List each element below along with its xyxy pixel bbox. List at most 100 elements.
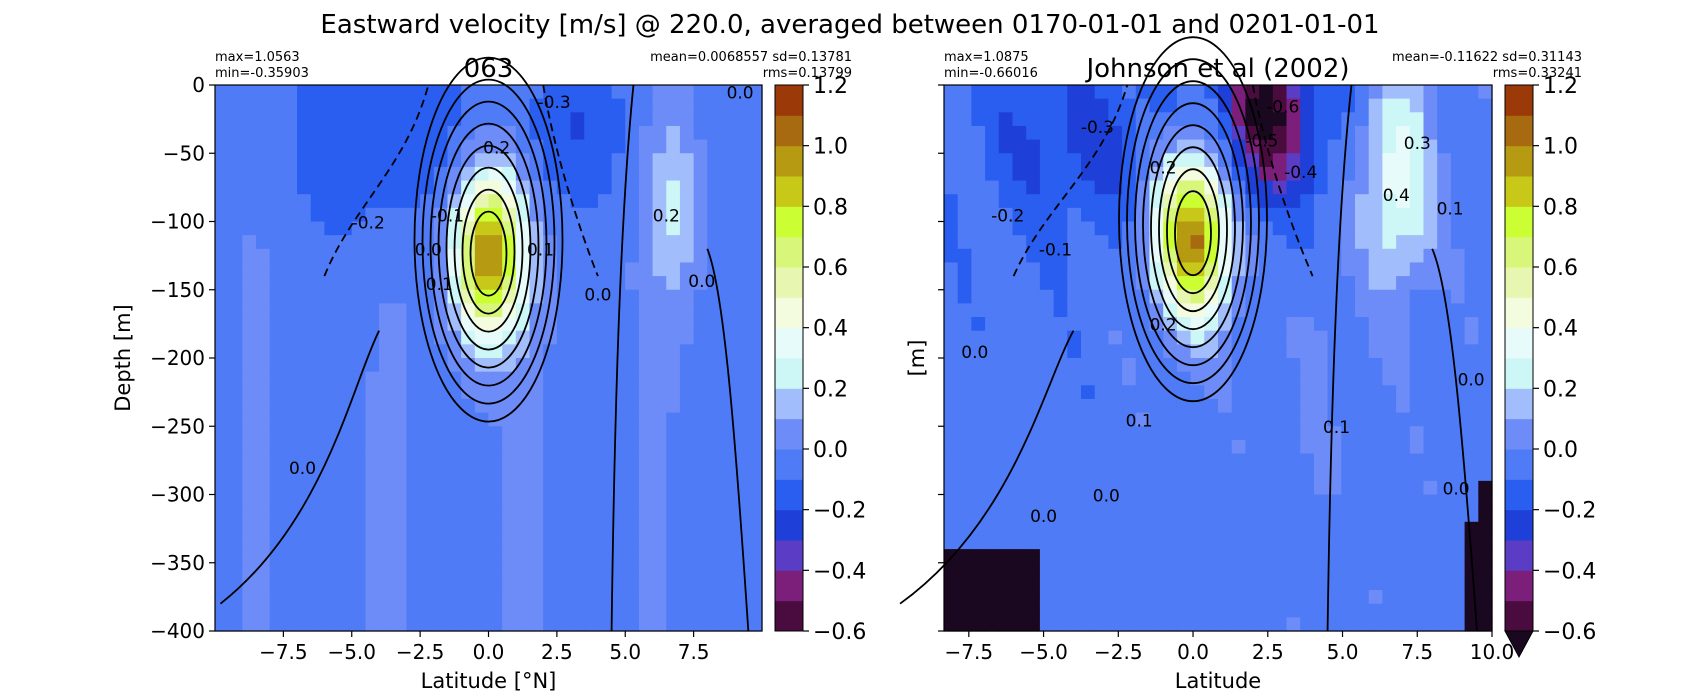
heatmap-cell (1423, 344, 1438, 359)
heatmap-cell (1176, 221, 1192, 236)
heatmap-cell (625, 371, 640, 386)
heatmap-cell (269, 276, 284, 291)
heatmap-cell (570, 303, 585, 318)
heatmap-cell (310, 603, 326, 618)
contour-label: 0.0 (688, 272, 715, 292)
heatmap-cell (556, 412, 572, 427)
heatmap-cell (957, 549, 972, 564)
heatmap-cell (1368, 385, 1383, 400)
heatmap-cell (1067, 562, 1082, 577)
heatmap-cell (707, 235, 722, 250)
contour-line (1431, 248, 1478, 632)
heatmap-cell (365, 180, 380, 195)
heatmap-cell (1176, 562, 1192, 577)
heatmap-cell (985, 562, 1000, 577)
heatmap-cell (515, 590, 531, 605)
heatmap-cell (1122, 562, 1137, 577)
heatmap-cell (584, 317, 599, 332)
heatmap-cell (1149, 467, 1164, 482)
heatmap-cell (461, 426, 476, 441)
heatmap-cell (406, 371, 421, 386)
heatmap-cell (1464, 371, 1479, 386)
heatmap-cell (474, 221, 490, 236)
heatmap-cell (379, 153, 394, 168)
heatmap-cell (269, 303, 284, 318)
heatmap-cell (1464, 221, 1479, 236)
heatmap-cell (488, 358, 503, 373)
heatmap-cell (1396, 235, 1411, 250)
heatmap-cell (1245, 412, 1260, 427)
heatmap-cell (310, 398, 326, 414)
heatmap-cell (543, 617, 558, 632)
heatmap-cell (1423, 125, 1438, 141)
heatmap-cell (957, 358, 972, 373)
heatmap-cell (1122, 235, 1137, 250)
colorbar-segment (1505, 479, 1533, 511)
heatmap-cell (1081, 289, 1096, 304)
heatmap-cell (283, 439, 298, 455)
heatmap-cell (543, 535, 558, 550)
heatmap-cell (420, 426, 435, 441)
heatmap-cell (1204, 358, 1219, 373)
heatmap-cell (1176, 521, 1192, 537)
heatmap-cell (1382, 289, 1397, 304)
heatmap-cell (488, 562, 503, 577)
heatmap-cell (1464, 139, 1479, 154)
heatmap-cell (1272, 344, 1288, 359)
heatmap-cell (720, 139, 736, 154)
heatmap-cell (502, 398, 517, 414)
heatmap-cell (597, 289, 613, 304)
heatmap-cell (1368, 330, 1383, 345)
heatmap-cell (215, 112, 230, 127)
heatmap-cell (461, 480, 476, 496)
heatmap-cell (957, 235, 972, 250)
heatmap-cell (1176, 289, 1192, 304)
heatmap-cell (957, 617, 972, 632)
heatmap-cell (679, 330, 695, 345)
heatmap-cell (283, 153, 298, 168)
heatmap-cell (1176, 139, 1192, 154)
heatmap-cell (748, 98, 763, 113)
heatmap-cell (652, 453, 667, 468)
heatmap-cell (957, 508, 972, 523)
heatmap-cell (1163, 576, 1178, 591)
y-tick-label: −50 (163, 141, 205, 165)
heatmap-cell (1464, 535, 1479, 550)
heatmap-cell (1300, 453, 1315, 468)
heatmap-cell (529, 385, 544, 400)
heatmap-cell (985, 166, 1000, 182)
heatmap-cell (638, 603, 654, 618)
heatmap-cell (310, 317, 326, 332)
heatmap-cell (1190, 112, 1205, 127)
heatmap-cell (652, 535, 667, 550)
heatmap-cell (1450, 180, 1466, 195)
heatmap-cell (406, 508, 421, 523)
heatmap-cell (1094, 194, 1109, 209)
heatmap-cell (379, 617, 394, 632)
heatmap-cell (1012, 562, 1027, 577)
heatmap-cell (474, 125, 490, 141)
heatmap-cell (447, 508, 462, 523)
heatmap-cell (1245, 480, 1260, 496)
heatmap-cell (985, 330, 1000, 345)
heatmap-cell (707, 453, 722, 468)
heatmap-cell (1245, 549, 1260, 564)
heatmap-cell (1039, 617, 1055, 632)
heatmap-cell (269, 412, 284, 427)
heatmap-cell (1313, 344, 1329, 359)
heatmap-cell (985, 180, 1000, 195)
heatmap-cell (666, 576, 681, 591)
heatmap-cell (597, 235, 613, 250)
heatmap-cell (944, 276, 959, 291)
heatmap-cell (693, 153, 708, 168)
heatmap-cell (734, 112, 749, 127)
heatmap-cell (543, 590, 558, 605)
heatmap-cell (215, 85, 230, 100)
heatmap-cell (1108, 289, 1123, 304)
heatmap-cell (1368, 344, 1383, 359)
heatmap-cell (297, 330, 312, 345)
heatmap-cell (1300, 344, 1315, 359)
heatmap-cell (1478, 139, 1493, 154)
heatmap-cell (638, 549, 654, 564)
heatmap-cell (461, 344, 476, 359)
